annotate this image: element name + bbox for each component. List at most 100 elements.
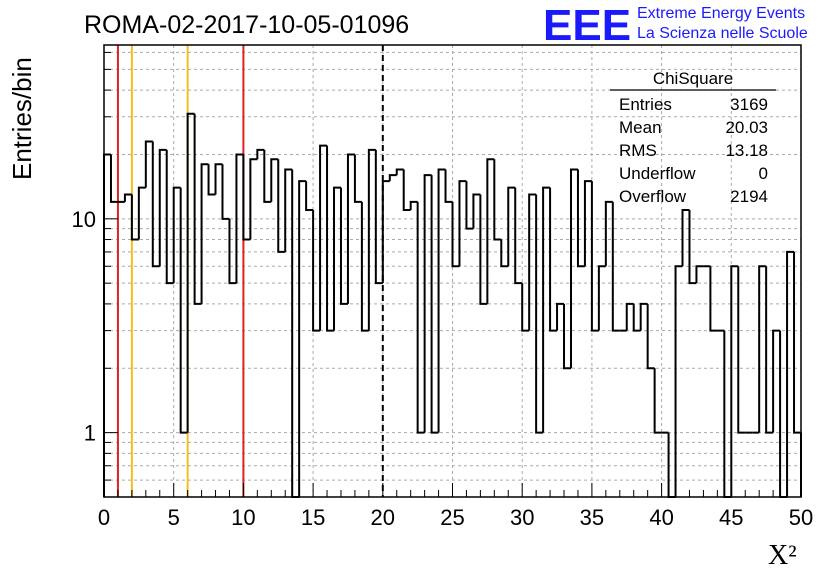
histogram-bin — [458, 180, 467, 267]
histogram-bin — [758, 265, 767, 433]
x-tick-label: 15 — [301, 505, 325, 530]
histogram-bin — [207, 164, 216, 196]
y-axis-label: Entries/bin — [7, 57, 37, 180]
stats-value-underflow: 0 — [759, 164, 768, 183]
histogram-bin — [646, 303, 655, 370]
histogram-bin — [521, 283, 530, 332]
histogram-bin — [402, 169, 411, 211]
x-tick-label: 5 — [168, 505, 180, 530]
histogram-bin — [535, 194, 544, 434]
histogram-bin — [507, 186, 516, 267]
histogram-bin — [381, 180, 390, 284]
histogram-bin — [158, 148, 167, 267]
histogram-bin — [235, 153, 244, 284]
histogram-bin — [395, 168, 404, 176]
x-axis-label: X² — [768, 540, 797, 571]
histogram-bin — [569, 168, 578, 369]
histogram-bin — [444, 169, 453, 203]
histogram-bin — [305, 181, 314, 211]
stats-label-entries: Entries — [619, 95, 672, 114]
histogram-bin — [793, 251, 801, 434]
chart-title: ROMA-02-2017-10-05-01096 — [84, 11, 409, 39]
histogram-bin — [583, 180, 592, 267]
eee-logo: EEE — [543, 1, 631, 50]
histogram-bin — [326, 145, 335, 332]
histogram-bin — [779, 330, 788, 498]
histogram-bin — [772, 329, 781, 433]
reference-lines — [116, 45, 384, 497]
histogram-bin — [653, 368, 662, 434]
histogram-bin — [193, 113, 202, 305]
histogram-bin — [695, 265, 704, 284]
histogram-bin — [123, 193, 132, 202]
histogram-bin — [576, 169, 585, 268]
histogram-bin — [430, 175, 439, 434]
stats-box: ChiSquare Entries 3169 Mean 20.03 RMS 13… — [610, 69, 776, 206]
histogram-bin — [611, 201, 620, 332]
axis-ticks: 0 5 10 15 20 25 30 35 40 45 50 1 10 — [72, 51, 813, 530]
histogram-bin — [388, 174, 397, 182]
histogram-bin — [786, 250, 795, 497]
histogram-bin — [367, 148, 376, 331]
histogram-bin — [137, 186, 146, 240]
stats-value-entries: 3169 — [730, 95, 768, 114]
histogram-bin — [465, 181, 474, 230]
histogram-bin — [339, 187, 348, 305]
histogram-bin — [333, 186, 341, 331]
histogram-bin — [563, 303, 571, 370]
stats-value-overflow: 2194 — [730, 187, 768, 206]
histogram-bin — [604, 200, 613, 267]
logo-subtitle-1: Extreme Energy Events — [637, 5, 805, 22]
stats-label-mean: Mean — [619, 118, 662, 137]
histogram-bin — [486, 158, 495, 304]
histogram-bin — [214, 163, 223, 195]
histogram-bin — [597, 265, 606, 331]
histogram-bin — [130, 194, 139, 241]
stats-title: ChiSquare — [653, 69, 733, 88]
stats-label-rms: RMS — [619, 141, 657, 160]
histogram-bin — [451, 201, 460, 268]
histogram-bin — [723, 330, 732, 498]
histogram-bin — [556, 302, 565, 331]
histogram-bin — [674, 265, 683, 497]
histogram-bin — [179, 187, 188, 434]
histogram-bin — [109, 154, 118, 203]
histogram-bin — [590, 181, 599, 332]
x-tick-label: 45 — [719, 505, 743, 530]
y-tick-label: 10 — [72, 207, 96, 232]
histogram-bin — [151, 141, 160, 268]
stats-value-rms: 13.18 — [725, 141, 768, 160]
stats-value-mean: 20.03 — [725, 118, 768, 137]
histogram-bin — [472, 193, 481, 229]
histogram-bin — [479, 194, 488, 305]
histogram-bin — [765, 266, 774, 434]
y-tick-label: 1 — [84, 421, 96, 446]
histogram-bin — [277, 159, 286, 253]
logo-subtitle-2: La Scienza nelle Scuole — [637, 25, 808, 42]
histogram-bin — [263, 149, 272, 203]
histogram-bin — [221, 164, 230, 220]
x-tick-label: 10 — [231, 505, 255, 530]
histogram-bin — [409, 200, 418, 210]
histogram-bin — [186, 112, 195, 433]
histogram-bin — [688, 209, 697, 285]
x-tick-label: 0 — [98, 505, 110, 530]
histogram-bin — [256, 148, 265, 160]
histogram-bin — [549, 187, 558, 332]
histogram-bin — [437, 168, 446, 433]
histogram-bin — [270, 158, 279, 202]
histogram-bin — [632, 303, 641, 332]
histogram-bin — [493, 159, 502, 241]
x-tick-label: 50 — [789, 505, 813, 530]
histogram-bin — [200, 163, 209, 304]
histogram-bin — [709, 266, 718, 332]
histogram-bin — [423, 174, 432, 433]
histogram-bin — [298, 180, 307, 497]
histogram-bin — [514, 187, 523, 285]
histogram-bin — [681, 208, 690, 267]
histogram-bin — [542, 186, 551, 433]
histogram-bin — [228, 218, 237, 285]
histogram-bin — [500, 239, 509, 268]
histogram-bin — [319, 144, 328, 331]
